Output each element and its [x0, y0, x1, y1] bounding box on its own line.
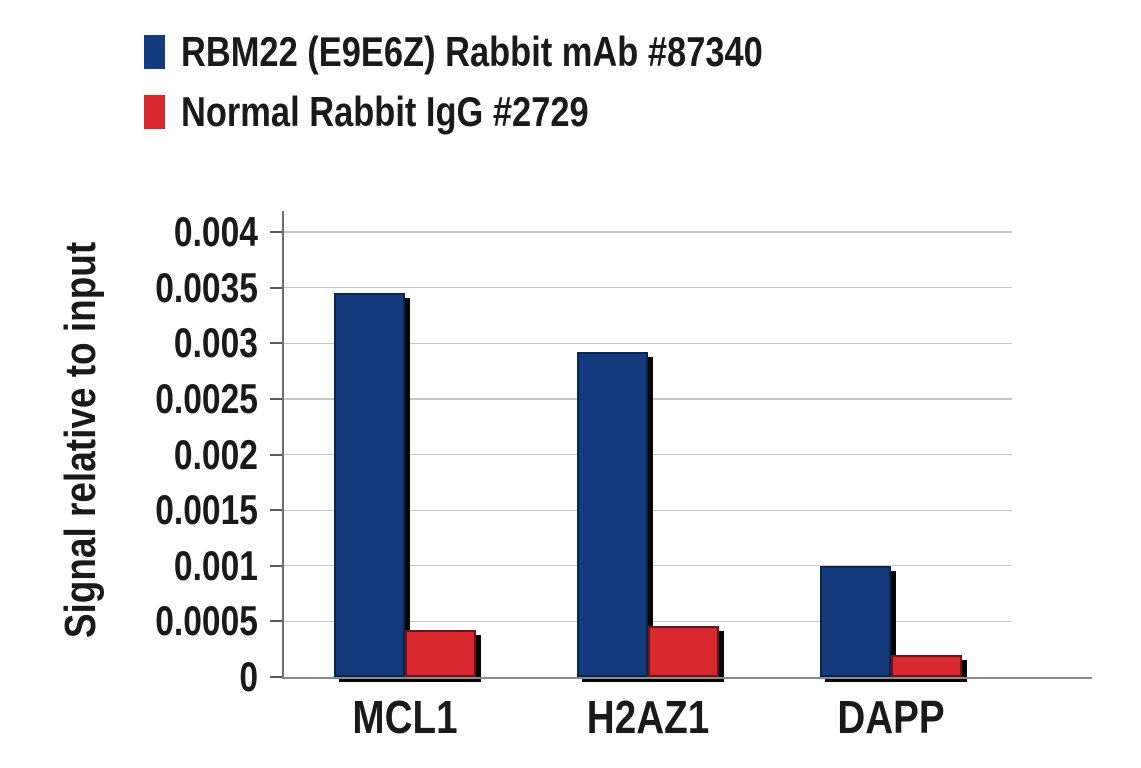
y-tick-label: 0.0005 — [155, 597, 258, 645]
y-axis-tick — [270, 564, 284, 567]
y-axis-tick — [270, 453, 284, 456]
x-category-label: H2AZ1 — [586, 691, 710, 743]
y-tick-label: 0.004 — [173, 208, 258, 255]
y-axis-tick — [270, 342, 284, 345]
y-axis-line — [281, 211, 284, 678]
y-tick-label: 0.0025 — [155, 374, 258, 422]
x-category-label: DAPP — [836, 691, 945, 743]
bar-h2az1-igg — [648, 625, 719, 677]
bar-dapp-igg — [890, 654, 962, 677]
y-axis-tick — [270, 286, 284, 289]
gridline — [284, 620, 1012, 623]
legend-item: RBM22 (E9E6Z) Rabbit mAb #87340 — [144, 28, 891, 75]
gridline — [284, 287, 1012, 289]
y-tick-label: 0.001 — [173, 541, 258, 589]
legend-swatch-red — [144, 95, 165, 129]
gridline — [284, 509, 1012, 511]
legend-label: RBM22 (E9E6Z) Rabbit mAb #87340 — [181, 28, 763, 75]
y-axis-tick — [270, 397, 284, 400]
y-axis-tick — [270, 509, 284, 512]
y-tick-label: 0.0035 — [155, 263, 258, 311]
gridline — [284, 342, 1012, 344]
legend-label: Normal Rabbit IgG #2729 — [181, 88, 589, 135]
bar-mcl1-mab — [334, 293, 406, 677]
gridline — [284, 398, 1012, 400]
gridline — [284, 565, 1012, 567]
bar-mcl1-igg — [405, 630, 477, 677]
x-category-label: MCL1 — [352, 691, 458, 743]
y-tick-label: 0.002 — [173, 430, 258, 478]
gridline — [284, 231, 1012, 233]
legend-swatch-blue — [144, 35, 165, 69]
legend-item: Normal Rabbit IgG #2729 — [144, 88, 678, 135]
gridline — [284, 453, 1012, 456]
y-tick-label: 0.003 — [173, 319, 258, 367]
y-axis-tick — [270, 231, 284, 233]
y-tick-label: 0 — [239, 653, 258, 700]
bar-h2az1-mab — [577, 352, 648, 677]
x-axis-line — [281, 676, 1092, 679]
y-axis-tick — [270, 676, 284, 678]
y-axis-tick — [270, 620, 284, 623]
y-tick-label: 0.0015 — [155, 486, 258, 534]
bar-dapp-mab — [819, 565, 891, 677]
